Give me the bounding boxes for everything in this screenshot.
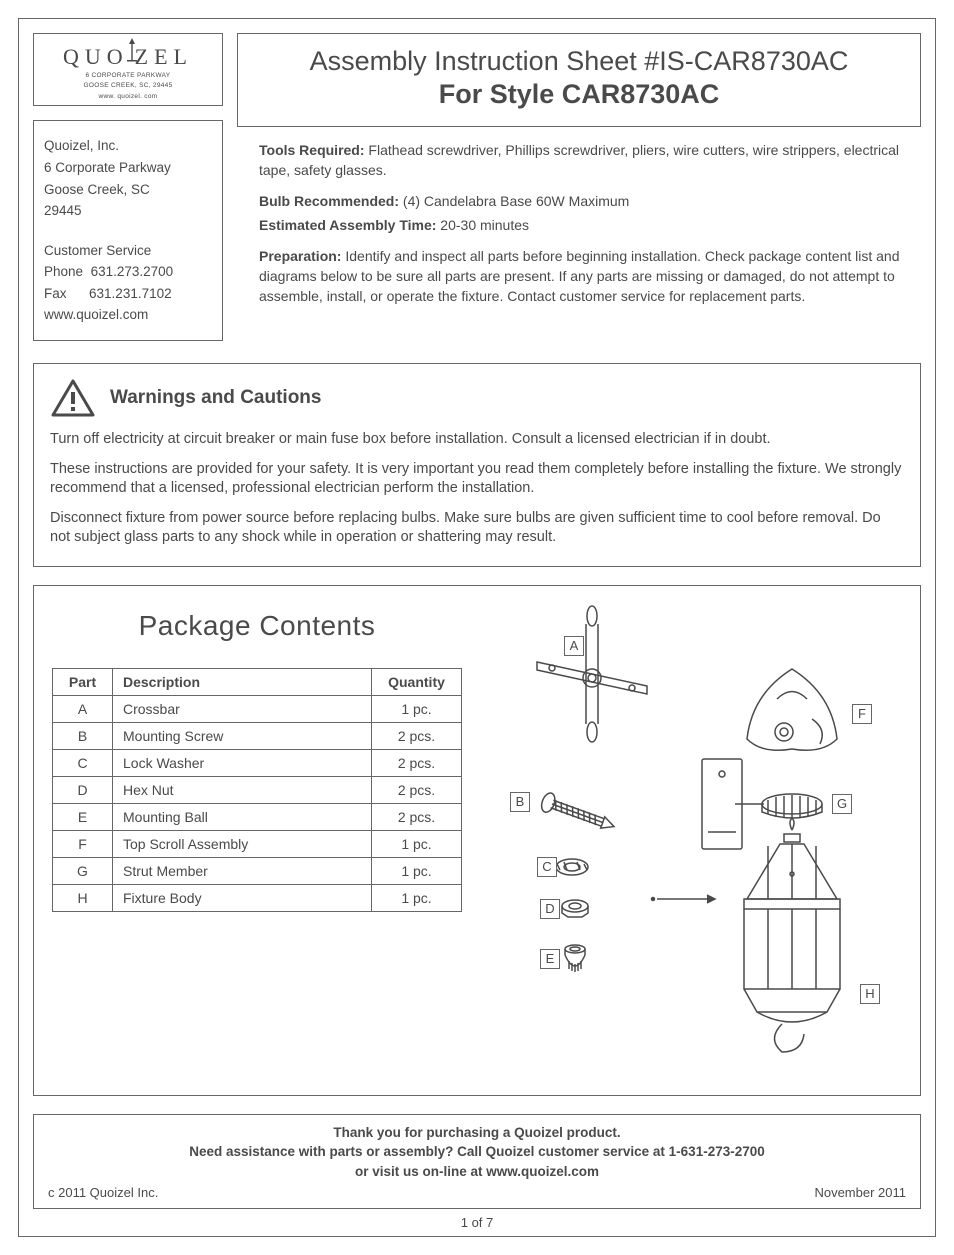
logo-sub3: www. quoizel. com	[40, 93, 216, 101]
diagram-label-f: F	[852, 704, 872, 724]
diagram-label-b: B	[510, 792, 530, 812]
cs-label: Customer Service	[44, 240, 212, 262]
table-row: HFixture Body1 pc.	[53, 884, 462, 911]
bulb-time: Bulb Recommended: (4) Candelabra Base 60…	[259, 192, 911, 212]
warnings-header: Warnings and Cautions	[50, 378, 904, 418]
preparation: Preparation: Identify and inspect all pa…	[259, 247, 911, 306]
page-frame: QUOZEL 6 CORPORATE PARKWAY GOOSE CREEK, …	[18, 18, 936, 1237]
company-name: Quoizel, Inc.	[44, 135, 212, 157]
tools-required: Tools Required: Flathead screwdriver, Ph…	[259, 141, 911, 180]
th-part: Part	[53, 668, 113, 695]
table-row: GStrut Member1 pc.	[53, 857, 462, 884]
customer-service: Customer Service Phone 631.273.2700 Fax …	[44, 240, 212, 326]
info-block: Tools Required: Flathead screwdriver, Ph…	[237, 127, 921, 318]
diagram-label-c: C	[537, 857, 557, 877]
addr-line1: 6 Corporate Parkway	[44, 157, 212, 179]
table-row: ACrossbar1 pc.	[53, 695, 462, 722]
table-header-row: Part Description Quantity	[53, 668, 462, 695]
package-title: Package Contents	[52, 610, 462, 642]
phone-line: Phone 631.273.2700	[44, 261, 212, 283]
lamp-icon	[127, 42, 137, 64]
title-column: Assembly Instruction Sheet #IS-CAR8730AC…	[237, 33, 921, 341]
title-line1: Assembly Instruction Sheet #IS-CAR8730AC	[246, 46, 912, 77]
package-left: Package Contents Part Description Quanti…	[52, 604, 462, 1077]
footer-l3: or visit us on-line at www.quoizel.com	[44, 1162, 910, 1182]
warning-p1: Turn off electricity at circuit breaker …	[50, 430, 904, 450]
diagram-label-e: E	[540, 949, 560, 969]
diagram-label-d: D	[540, 899, 560, 919]
addr-zip: 29445	[44, 200, 212, 222]
package-diagram: A B C D E F G H	[482, 604, 902, 1077]
th-qty: Quantity	[372, 668, 462, 695]
fax-line: Fax 631.231.7102	[44, 283, 212, 305]
footer-l2: Need assistance with parts or assembly? …	[44, 1142, 910, 1162]
th-desc: Description	[113, 668, 372, 695]
diagram-label-a: A	[564, 636, 584, 656]
brand-logo: QUOZEL	[40, 42, 216, 70]
diagram-label-h: H	[860, 984, 880, 1004]
warnings-box: Warnings and Cautions Turn off electrici…	[33, 363, 921, 567]
address-box: Quoizel, Inc. 6 Corporate Parkway Goose …	[33, 120, 223, 341]
parts-table: Part Description Quantity ACrossbar1 pc.…	[52, 668, 462, 912]
warning-icon	[50, 378, 96, 418]
footer-date: November 2011	[814, 1184, 906, 1203]
title-box: Assembly Instruction Sheet #IS-CAR8730AC…	[237, 33, 921, 127]
parts-diagram-svg	[482, 604, 902, 1074]
table-row: CLock Washer2 pcs.	[53, 749, 462, 776]
left-column: QUOZEL 6 CORPORATE PARKWAY GOOSE CREEK, …	[33, 33, 223, 341]
web-line: www.quoizel.com	[44, 304, 212, 326]
package-contents-box: Package Contents Part Description Quanti…	[33, 585, 921, 1096]
logo-sub1: 6 CORPORATE PARKWAY	[40, 72, 216, 80]
warnings-title: Warnings and Cautions	[110, 387, 321, 409]
company-address: Quoizel, Inc. 6 Corporate Parkway Goose …	[44, 135, 212, 221]
warning-p2: These instructions are provided for your…	[50, 460, 904, 499]
parts-tbody: ACrossbar1 pc. BMounting Screw2 pcs. CLo…	[53, 695, 462, 911]
table-row: FTop Scroll Assembly1 pc.	[53, 830, 462, 857]
logo-box: QUOZEL 6 CORPORATE PARKWAY GOOSE CREEK, …	[33, 33, 223, 106]
copyright: c 2011 Quoizel Inc.	[48, 1184, 158, 1203]
warning-p3: Disconnect fixture from power source bef…	[50, 509, 904, 548]
assembly-time: Estimated Assembly Time: 20-30 minutes	[259, 216, 911, 236]
footer-box: Thank you for purchasing a Quoizel produ…	[33, 1114, 921, 1210]
table-row: EMounting Ball2 pcs.	[53, 803, 462, 830]
addr-line2: Goose Creek, SC	[44, 179, 212, 201]
top-row: QUOZEL 6 CORPORATE PARKWAY GOOSE CREEK, …	[33, 33, 921, 341]
table-row: BMounting Screw2 pcs.	[53, 722, 462, 749]
page-number: 1 of 7	[33, 1215, 921, 1230]
table-row: DHex Nut2 pcs.	[53, 776, 462, 803]
logo-sub2: GOOSE CREEK, SC, 29445	[40, 82, 216, 90]
footer-l1: Thank you for purchasing a Quoizel produ…	[44, 1123, 910, 1143]
footer-row: c 2011 Quoizel Inc. November 2011	[44, 1184, 910, 1203]
diagram-label-g: G	[832, 794, 852, 814]
title-line2: For Style CAR8730AC	[246, 79, 912, 110]
